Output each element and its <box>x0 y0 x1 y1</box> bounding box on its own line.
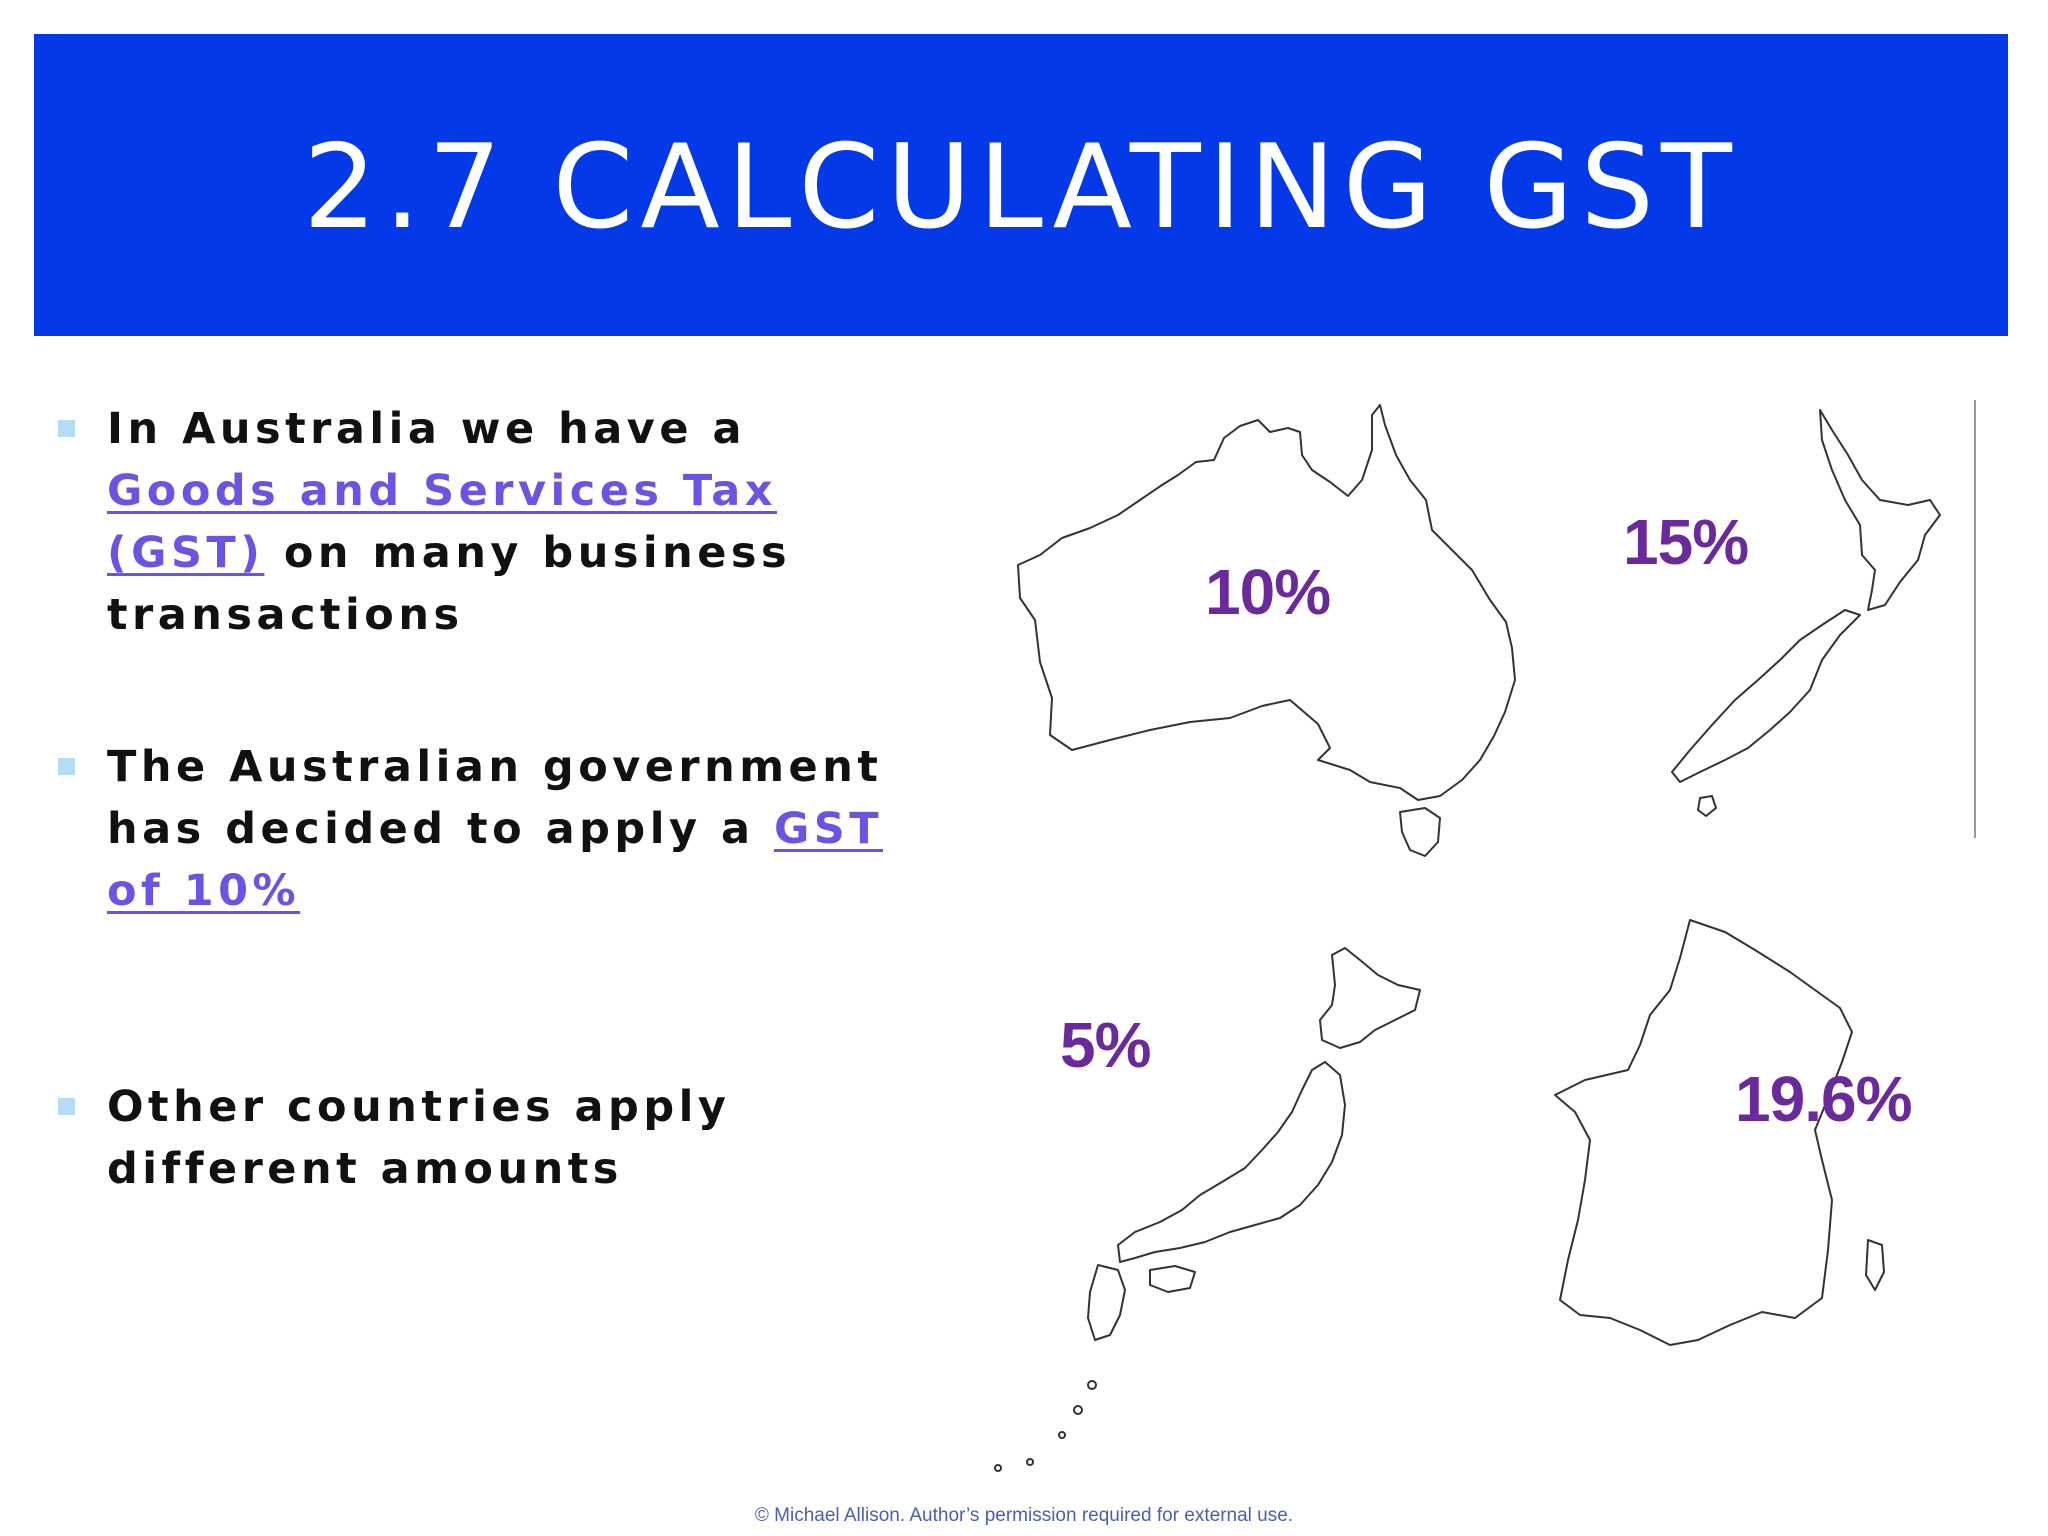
japan-hokkaido-map-icon <box>1319 947 1421 1049</box>
bullet-text: The Australian government has decided to… <box>107 736 888 922</box>
ryukyu-island-icon <box>1087 1380 1097 1390</box>
bullet-text-part: In Australia we have a <box>107 404 746 454</box>
japan-rate: 5% <box>1060 1009 1151 1081</box>
ryukyu-island-icon <box>1073 1405 1083 1415</box>
japan-honshu-map-icon <box>1117 1061 1346 1263</box>
bullet-text-part: on many business transactions <box>107 528 792 640</box>
france-map-icon <box>1554 919 1853 1346</box>
australia-map-icon <box>1017 404 1516 801</box>
bullet-item-other-countries: Other countries apply different amounts <box>58 1076 888 1200</box>
bullet-text: Other countries apply different amounts <box>107 1076 888 1200</box>
japan-shikoku-map-icon <box>1149 1265 1196 1293</box>
gst-rate-link[interactable]: GST of 10% <box>107 804 884 916</box>
bullet-item-gst-intro: In Australia we have a Goods and Service… <box>58 398 888 646</box>
corsica-map-icon <box>1865 1239 1885 1291</box>
australia-rate: 10% <box>1205 556 1331 628</box>
new-zealand-rate: 15% <box>1623 506 1749 578</box>
square-bullet-icon <box>58 758 75 775</box>
ryukyu-island-icon <box>1026 1458 1034 1466</box>
title-banner: 2.7 CALCULATING GST <box>34 34 2008 336</box>
bullet-text-part: The Australian government has decided to… <box>107 742 883 854</box>
bullet-text: In Australia we have a Goods and Service… <box>107 398 888 646</box>
slide-title: 2.7 CALCULATING GST <box>303 119 1739 255</box>
ryukyu-island-icon <box>1058 1431 1066 1439</box>
stewart-island-map-icon <box>1697 795 1717 817</box>
copyright-footer: © Michael Allison. Author’s permission r… <box>754 1505 1294 1526</box>
japan-kyushu-map-icon <box>1087 1264 1126 1341</box>
bullet-item-gst-rate: The Australian government has decided to… <box>58 736 888 922</box>
bullet-text-part: Other countries apply different amounts <box>107 1082 731 1194</box>
square-bullet-icon <box>58 420 75 437</box>
tasmania-map-icon <box>1399 807 1441 857</box>
gst-link[interactable]: Goods and Services Tax (GST) <box>107 466 777 578</box>
france-rate: 19.6% <box>1735 1063 1912 1135</box>
ryukyu-island-icon <box>994 1464 1002 1472</box>
new-zealand-north-map-icon <box>1819 409 1941 611</box>
square-bullet-icon <box>58 1098 75 1115</box>
new-zealand-south-map-icon <box>1671 609 1861 783</box>
